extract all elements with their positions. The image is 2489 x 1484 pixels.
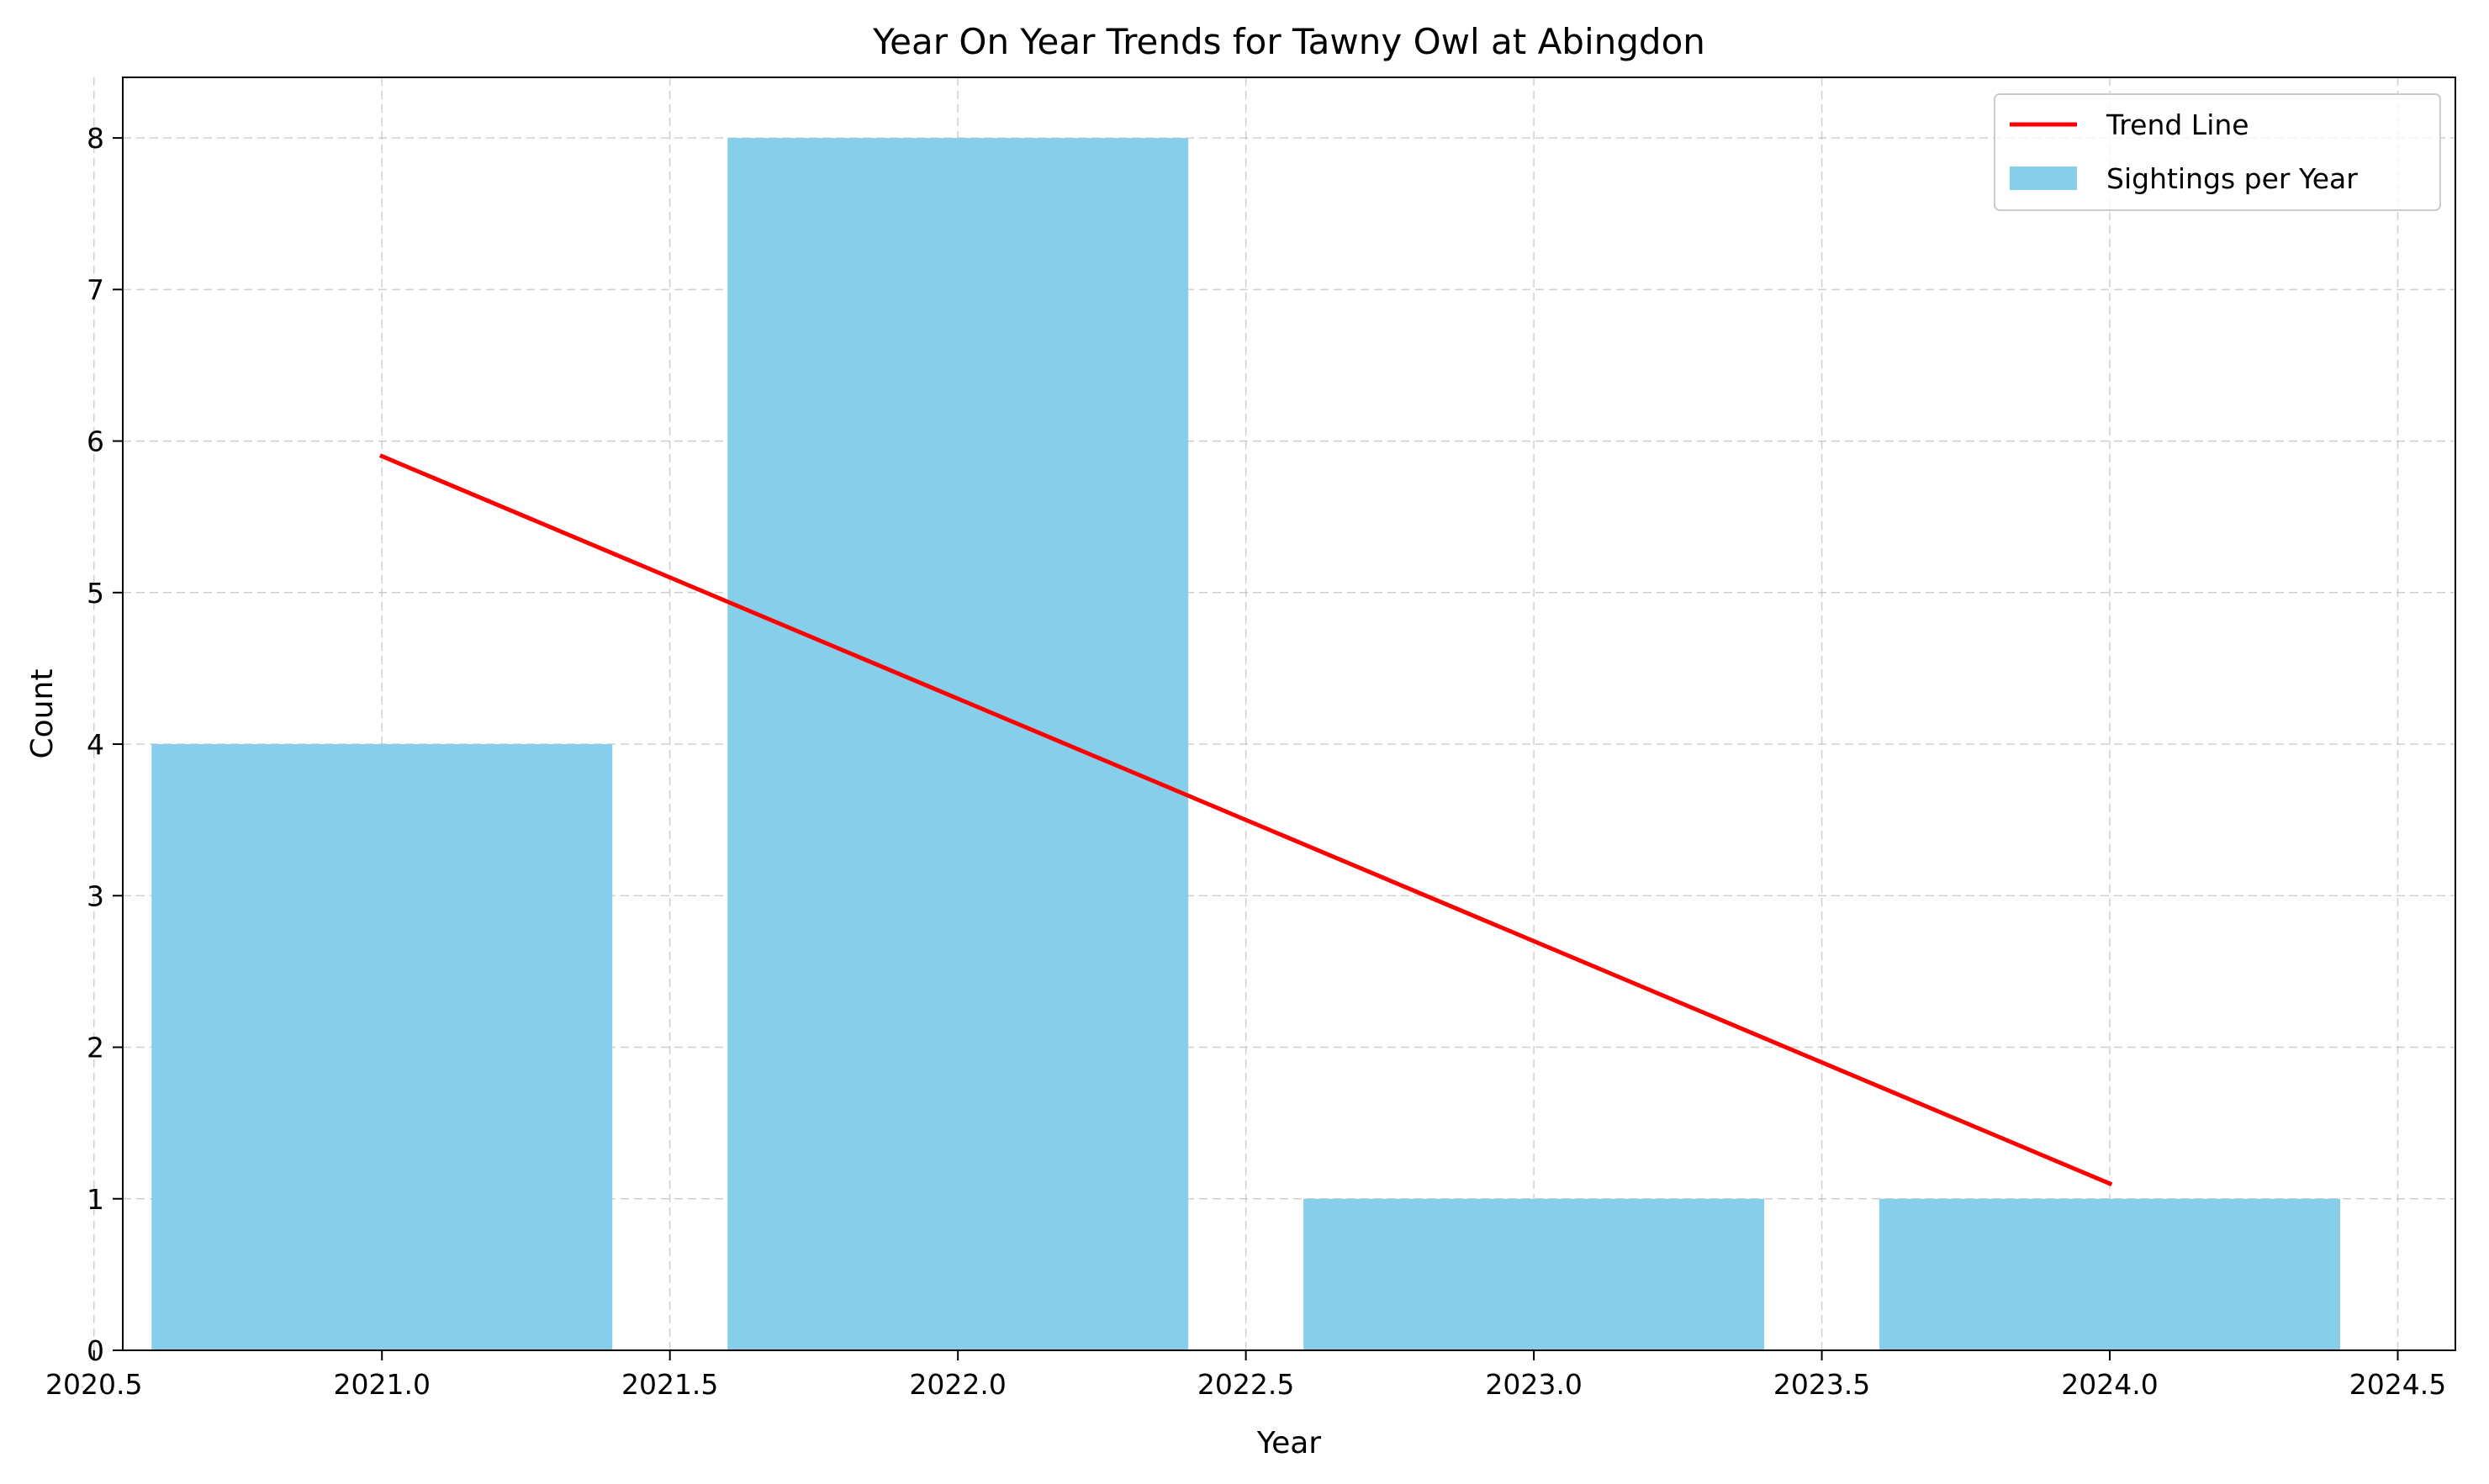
x-tick-label: 2024.0: [2061, 1368, 2158, 1401]
legend-label-sightings: Sightings per Year: [2106, 162, 2358, 195]
legend-swatch-sightings: [2010, 166, 2077, 190]
legend-label-trend-line: Trend Line: [2106, 108, 2249, 141]
bar-2023: [1303, 1198, 1765, 1350]
y-tick-label: 7: [87, 273, 104, 306]
y-axis-label: Count: [25, 669, 60, 759]
trend-line-layer: [378, 453, 2113, 1187]
y-tick-label: 8: [87, 122, 104, 155]
bars: [151, 138, 2341, 1351]
trend-line: [378, 453, 2113, 1187]
x-tick-label: 2021.5: [621, 1368, 718, 1401]
y-axis: 0 1 2 3 4 5 6 7 8: [87, 122, 123, 1367]
plot-frame: [122, 77, 2456, 1351]
x-tick-label: 2023.5: [1773, 1368, 1870, 1401]
x-tick-label: 2021.0: [333, 1368, 430, 1401]
y-tick-label: 0: [87, 1334, 104, 1367]
y-tick-label: 3: [87, 879, 104, 912]
chart-title: Year On Year Trends for Tawny Owl at Abi…: [872, 21, 1705, 62]
y-tick-label: 4: [87, 728, 104, 761]
legend-box: [1994, 93, 2441, 211]
legend: Trend Line Sightings per Year: [1994, 93, 2441, 211]
y-tick-label: 5: [87, 577, 104, 610]
x-tick-label: 2023.0: [1485, 1368, 1582, 1401]
x-tick-label: 2022.5: [1197, 1368, 1294, 1401]
bar-2024: [1879, 1198, 2341, 1350]
x-tick-label: 2022.0: [909, 1368, 1006, 1401]
bar-2022: [727, 138, 1189, 1351]
x-axis-label: Year: [1256, 1426, 1321, 1460]
y-tick-label: 2: [87, 1032, 104, 1064]
x-axis: 2020.5 2021.0 2021.5 2022.0 2022.5 2023.0 2023…: [45, 1350, 2446, 1401]
x-tick-label: 2020.5: [45, 1368, 142, 1401]
y-tick-label: 1: [87, 1183, 104, 1216]
bar-2021: [151, 744, 613, 1350]
x-tick-label: 2024.5: [2349, 1368, 2446, 1401]
y-tick-label: 6: [87, 425, 104, 458]
